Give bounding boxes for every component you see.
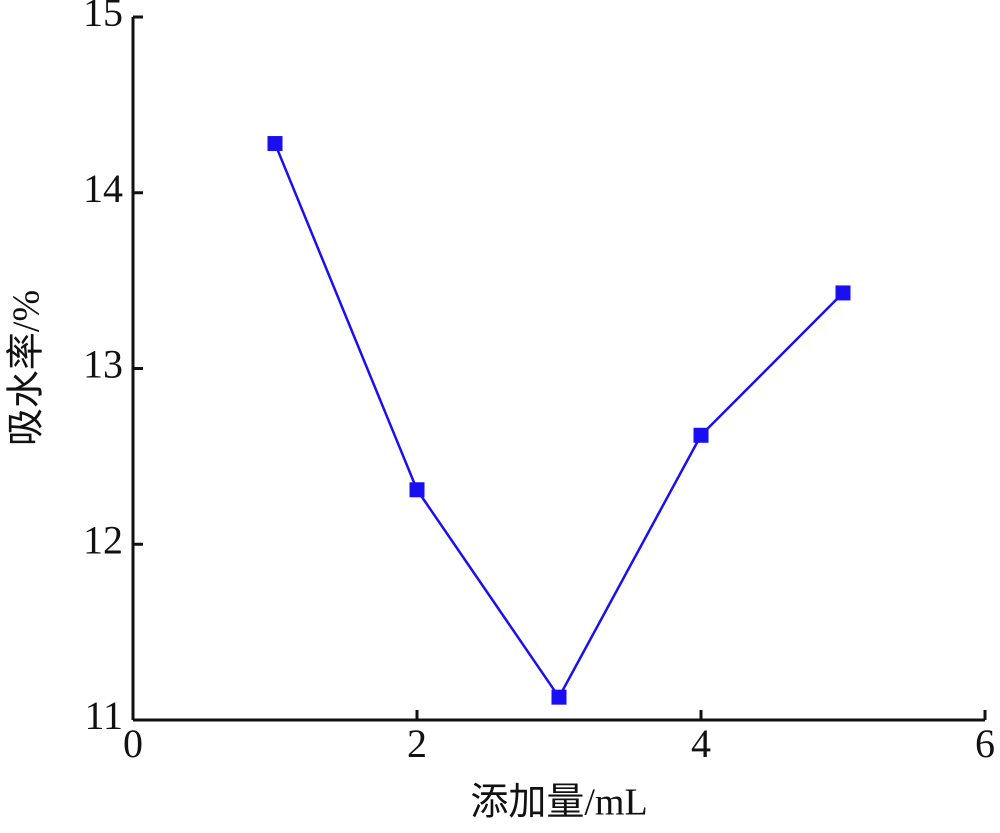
marker — [551, 689, 567, 705]
y-tick-label: 11 — [84, 693, 123, 738]
y-tick-label: 15 — [83, 0, 123, 35]
marker — [693, 427, 709, 443]
line — [273, 143, 844, 700]
marker — [267, 136, 283, 152]
y-axis-label: 吸水率/% — [6, 290, 48, 446]
y-tick-label: 13 — [83, 342, 123, 387]
x-axis-label: 添加量/mL — [470, 782, 647, 824]
marker — [835, 285, 851, 301]
x-tick-label: 2 — [407, 721, 427, 766]
y-tick-label: 14 — [83, 166, 123, 211]
x-tick-label: 0 — [123, 721, 143, 766]
x-tick-label: 4 — [691, 721, 711, 766]
marker — [409, 482, 425, 498]
x-tick-label: 6 — [975, 721, 995, 766]
y-tick-label: 12 — [83, 517, 123, 562]
